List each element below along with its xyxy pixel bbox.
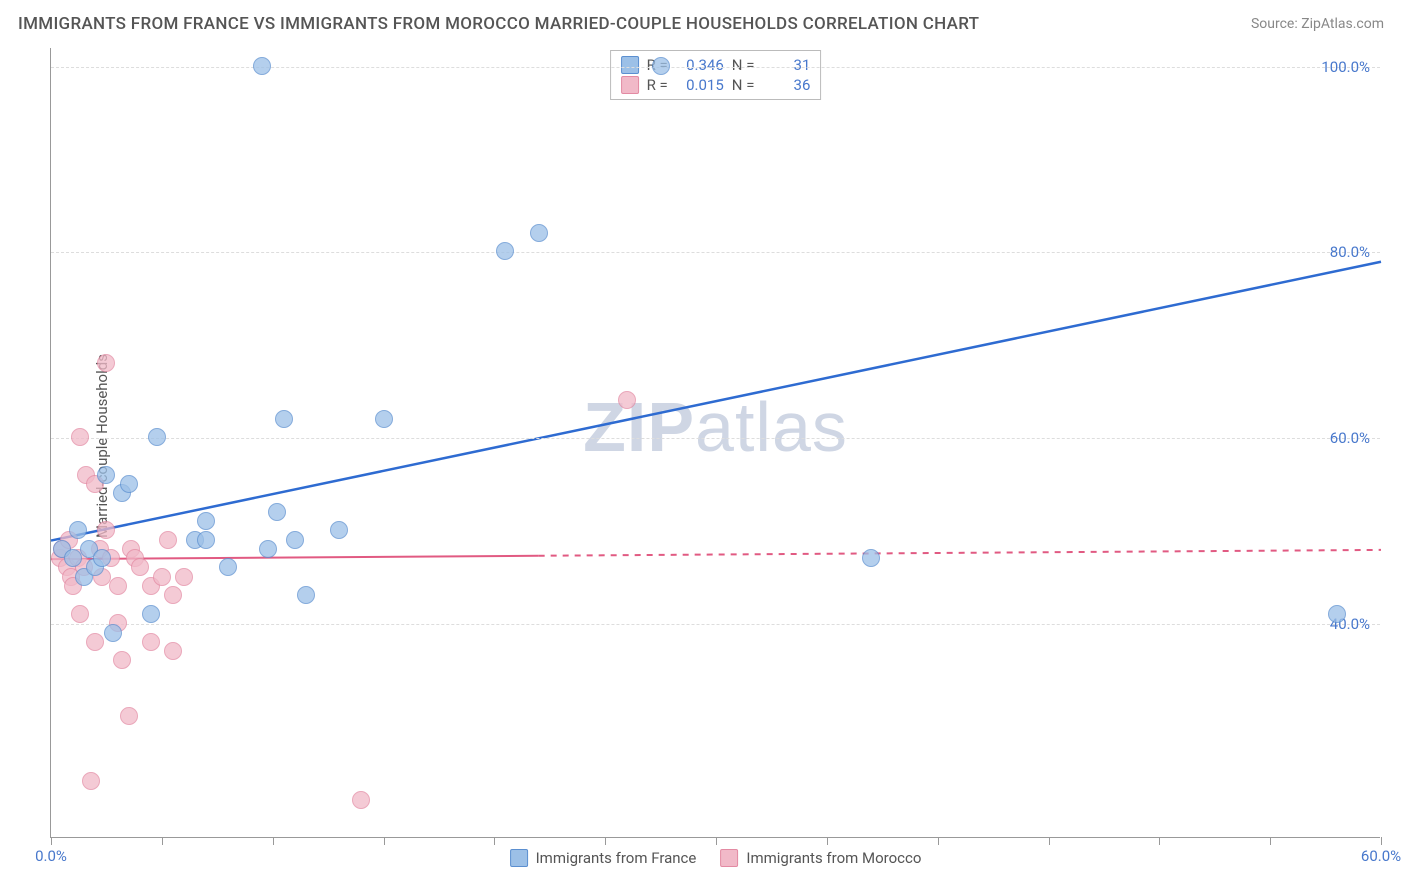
x-tick — [384, 837, 385, 845]
data-point — [104, 624, 122, 642]
data-point — [82, 772, 100, 790]
series-legend: Immigrants from France Immigrants from M… — [510, 849, 922, 867]
legend-item-morocco: Immigrants from Morocco — [720, 849, 921, 867]
x-tick — [827, 837, 828, 845]
data-point — [142, 605, 160, 623]
data-point — [618, 391, 636, 409]
x-tick — [1270, 837, 1271, 845]
data-point — [275, 410, 293, 428]
x-tick — [162, 837, 163, 845]
x-tick — [1381, 837, 1382, 845]
data-point — [131, 558, 149, 576]
data-point — [120, 475, 138, 493]
y-tick-label: 80.0% — [1330, 243, 1370, 261]
x-tick — [716, 837, 717, 845]
plot-area: ZIPatlas R = 0.346 N = 31 R = 0.015 N = … — [50, 48, 1380, 838]
source-prefix: Source: — [1251, 16, 1301, 32]
data-point — [197, 512, 215, 530]
gridline — [51, 624, 1380, 625]
data-point — [113, 651, 131, 669]
data-point — [197, 531, 215, 549]
x-tick — [1049, 837, 1050, 845]
data-point — [1328, 605, 1346, 623]
y-tick-label: 100.0% — [1321, 58, 1370, 76]
x-tick — [605, 837, 606, 845]
data-point — [530, 224, 548, 242]
x-tick — [494, 837, 495, 845]
trendline — [51, 556, 539, 559]
data-point — [352, 791, 370, 809]
data-point — [86, 633, 104, 651]
data-point — [159, 531, 177, 549]
data-point — [93, 549, 111, 567]
data-point — [120, 707, 138, 725]
trendline-dashed — [539, 550, 1381, 556]
gridline — [51, 252, 1380, 253]
data-point — [330, 521, 348, 539]
y-tick-label: 60.0% — [1330, 429, 1370, 447]
source-credit: Source: ZipAtlas.com — [1251, 16, 1384, 32]
legend-swatch-morocco — [720, 849, 738, 867]
data-point — [97, 521, 115, 539]
data-point — [253, 57, 271, 75]
data-point — [71, 605, 89, 623]
legend-label-france: Immigrants from France — [536, 849, 697, 867]
data-point — [142, 633, 160, 651]
trendline — [51, 262, 1381, 541]
gridline — [51, 438, 1380, 439]
data-point — [69, 521, 87, 539]
chart-svg — [51, 48, 1380, 837]
data-point — [97, 466, 115, 484]
x-tick — [273, 837, 274, 845]
data-point — [153, 568, 171, 586]
x-tick-label: 0.0% — [35, 847, 67, 865]
data-point — [496, 242, 514, 260]
legend-item-france: Immigrants from France — [510, 849, 697, 867]
legend-label-morocco: Immigrants from Morocco — [746, 849, 921, 867]
data-point — [175, 568, 193, 586]
data-point — [97, 354, 115, 372]
x-tick-label: 60.0% — [1361, 847, 1401, 865]
x-tick — [51, 837, 52, 845]
data-point — [862, 549, 880, 567]
data-point — [268, 503, 286, 521]
data-point — [164, 642, 182, 660]
chart-title: IMMIGRANTS FROM FRANCE VS IMMIGRANTS FRO… — [18, 14, 979, 34]
gridline — [51, 67, 1380, 68]
data-point — [71, 428, 89, 446]
legend-swatch-france — [510, 849, 528, 867]
data-point — [375, 410, 393, 428]
data-point — [259, 540, 277, 558]
data-point — [109, 577, 127, 595]
x-tick — [938, 837, 939, 845]
data-point — [148, 428, 166, 446]
data-point — [286, 531, 304, 549]
data-point — [164, 586, 182, 604]
data-point — [219, 558, 237, 576]
source-link[interactable]: ZipAtlas.com — [1301, 16, 1384, 32]
data-point — [652, 57, 670, 75]
x-tick — [1159, 837, 1160, 845]
data-point — [297, 586, 315, 604]
